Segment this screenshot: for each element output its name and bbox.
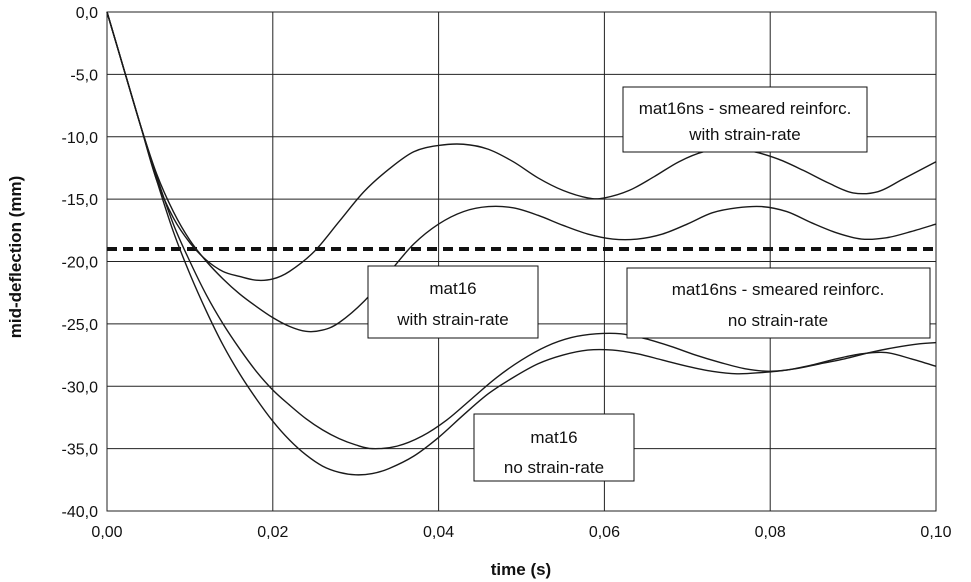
- x-tick-label: 0,04: [423, 524, 454, 541]
- x-axis-title: time (s): [491, 560, 551, 579]
- x-tick-label: 0,10: [920, 524, 951, 541]
- annotation-mat16-with-strain-rate-line-1: mat16: [429, 279, 476, 298]
- annotation-mat16ns-with-strain-rate-line-1: mat16ns - smeared reinforc.: [639, 99, 852, 118]
- y-tick-label: -40,0: [62, 504, 99, 521]
- annotation-mat16ns-no-strain-rate-line-1: mat16ns - smeared reinforc.: [672, 280, 885, 299]
- series-line-1: [106, 11, 937, 282]
- annotation-mat16ns-with-strain-rate-line-2: with strain-rate: [688, 125, 800, 144]
- y-tick-label: -5,0: [70, 67, 98, 84]
- tick-layer: 0,00 0,02 0,04 0,06 0,08 0,10 0,0 -5,0 -10,0 -15,…: [62, 5, 952, 541]
- series-line-4: [106, 11, 937, 476]
- y-tick-label: -30,0: [62, 379, 99, 396]
- curve-layer: [106, 11, 937, 476]
- annotation-mat16-with-strain-rate-line-2: with strain-rate: [396, 310, 508, 329]
- annotation-mat16-no-strain-rate-line-1: mat16: [530, 428, 577, 447]
- x-tick-label: 0,08: [755, 524, 786, 541]
- x-tick-label: 0,00: [91, 524, 122, 541]
- series-line-2: [106, 11, 937, 333]
- y-tick-label: 0,0: [76, 5, 98, 22]
- annotation-mat16ns-no-strain-rate: mat16ns - smeared reinforc. no strain-ra…: [626, 267, 931, 339]
- x-tick-label: 0,06: [589, 524, 620, 541]
- annotation-mat16-no-strain-rate: mat16 no strain-rate: [473, 413, 635, 482]
- annotation-mat16-no-strain-rate-line-2: no strain-rate: [504, 458, 604, 477]
- y-tick-label: -25,0: [62, 317, 99, 334]
- x-tick-label: 0,02: [257, 524, 288, 541]
- annotation-mat16-with-strain-rate: mat16 with strain-rate: [367, 265, 539, 339]
- y-tick-label: -35,0: [62, 442, 99, 459]
- annotation-mat16ns-no-strain-rate-line-2: no strain-rate: [728, 311, 828, 330]
- annotation-mat16ns-with-strain-rate: mat16ns - smeared reinforc. with strain-…: [622, 86, 868, 153]
- y-tick-label: -20,0: [62, 255, 99, 272]
- y-tick-label: -15,0: [62, 192, 99, 209]
- series-line-3: [106, 11, 937, 450]
- y-axis-title: mid-deflection (mm): [6, 176, 25, 338]
- annotation-layer: mat16ns - smeared reinforc. with strain-…: [367, 86, 931, 482]
- y-tick-label: -10,0: [62, 130, 99, 147]
